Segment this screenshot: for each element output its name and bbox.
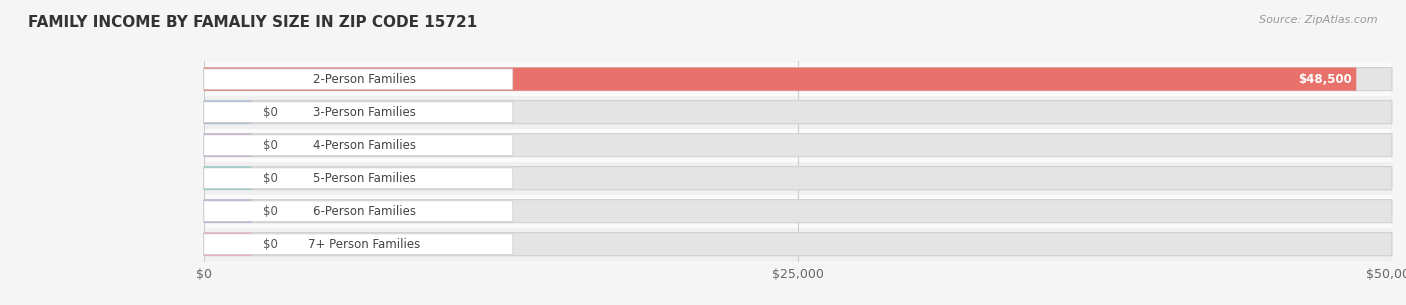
FancyBboxPatch shape — [204, 102, 513, 122]
FancyBboxPatch shape — [204, 68, 1357, 91]
FancyBboxPatch shape — [204, 101, 1392, 124]
FancyBboxPatch shape — [204, 135, 513, 155]
Bar — [204, 162, 1392, 195]
Text: $0: $0 — [263, 238, 278, 251]
Text: $0: $0 — [263, 205, 278, 218]
FancyBboxPatch shape — [204, 199, 1392, 223]
FancyBboxPatch shape — [204, 201, 513, 221]
FancyBboxPatch shape — [204, 134, 1392, 157]
FancyBboxPatch shape — [204, 234, 513, 254]
FancyBboxPatch shape — [204, 167, 252, 190]
Bar — [204, 228, 1392, 261]
Text: $0: $0 — [263, 139, 278, 152]
Bar — [204, 129, 1392, 162]
FancyBboxPatch shape — [204, 168, 513, 188]
FancyBboxPatch shape — [204, 167, 1392, 190]
Text: $48,500: $48,500 — [1298, 73, 1351, 86]
Bar — [204, 195, 1392, 228]
Text: Source: ZipAtlas.com: Source: ZipAtlas.com — [1260, 15, 1378, 25]
FancyBboxPatch shape — [204, 101, 252, 124]
Text: 3-Person Families: 3-Person Families — [314, 106, 416, 119]
Text: $0: $0 — [263, 172, 278, 185]
FancyBboxPatch shape — [204, 199, 252, 223]
FancyBboxPatch shape — [204, 69, 513, 89]
Text: 5-Person Families: 5-Person Families — [314, 172, 416, 185]
Text: 6-Person Families: 6-Person Families — [314, 205, 416, 218]
Text: 7+ Person Families: 7+ Person Families — [308, 238, 420, 251]
Bar — [204, 63, 1392, 96]
Text: 4-Person Families: 4-Person Families — [314, 139, 416, 152]
Text: 2-Person Families: 2-Person Families — [314, 73, 416, 86]
FancyBboxPatch shape — [204, 233, 252, 256]
FancyBboxPatch shape — [204, 233, 1392, 256]
Bar — [204, 96, 1392, 129]
FancyBboxPatch shape — [204, 68, 1392, 91]
Text: $0: $0 — [263, 106, 278, 119]
Text: FAMILY INCOME BY FAMALIY SIZE IN ZIP CODE 15721: FAMILY INCOME BY FAMALIY SIZE IN ZIP COD… — [28, 15, 478, 30]
FancyBboxPatch shape — [204, 134, 252, 157]
